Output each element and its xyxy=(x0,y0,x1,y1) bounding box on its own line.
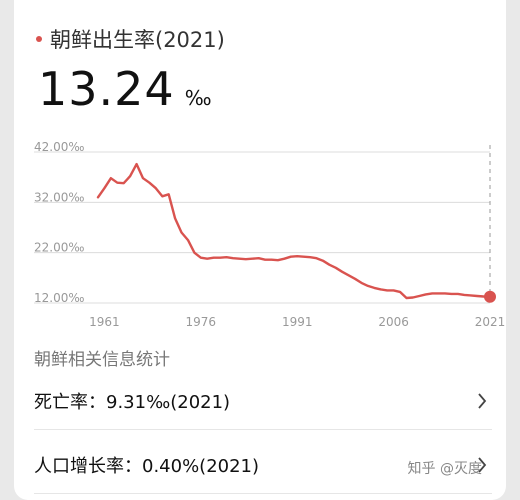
y-tick-label: 32.00‰ xyxy=(34,190,84,204)
chevron-right-icon xyxy=(472,391,492,411)
current-value: 13.24 ‰ xyxy=(38,62,212,116)
chevron-right-icon xyxy=(472,455,492,475)
watermark: 知乎 @灭度 xyxy=(407,461,482,477)
related-section-title: 朝鲜相关信息统计 xyxy=(34,350,170,370)
x-tick-label: 2006 xyxy=(378,315,409,329)
y-tick-label: 22.00‰ xyxy=(34,241,84,255)
series-line xyxy=(96,162,492,300)
y-tick-label: 42.00‰ xyxy=(34,140,84,154)
x-tick-label: 1976 xyxy=(186,315,217,329)
population-growth-label: 人口增长率：0.40%(2021) xyxy=(34,456,260,477)
stats-card: 朝鲜出生率(2021) 13.24 ‰ 42.00‰ 32.00‰ 22.00‰ 12… xyxy=(14,0,506,500)
x-tick-label: 1991 xyxy=(282,315,313,329)
x-tick-label: 1961 xyxy=(89,315,120,329)
highlight-point xyxy=(484,290,496,303)
title-row: 朝鲜出生率(2021) xyxy=(36,24,225,54)
birth-rate-chart[interactable]: 42.00‰ 32.00‰ 22.00‰ 12.00‰ 1961 1976 1991 2006… xyxy=(14,0,506,340)
population-growth-link[interactable]: 人口增长率：0.40%(2021) xyxy=(34,437,492,494)
page-title: 朝鲜出生率(2021) xyxy=(50,28,225,52)
bullet-dot-icon xyxy=(36,36,42,42)
y-tick-label: 12.00‰ xyxy=(34,291,84,305)
value-unit: ‰ xyxy=(184,86,212,110)
value-number: 13.24 xyxy=(38,62,175,116)
death-rate-link[interactable]: 死亡率：9.31‰(2021) xyxy=(34,373,492,430)
death-rate-label: 死亡率：9.31‰(2021) xyxy=(34,392,231,413)
x-tick-label: 2021 xyxy=(475,315,506,329)
